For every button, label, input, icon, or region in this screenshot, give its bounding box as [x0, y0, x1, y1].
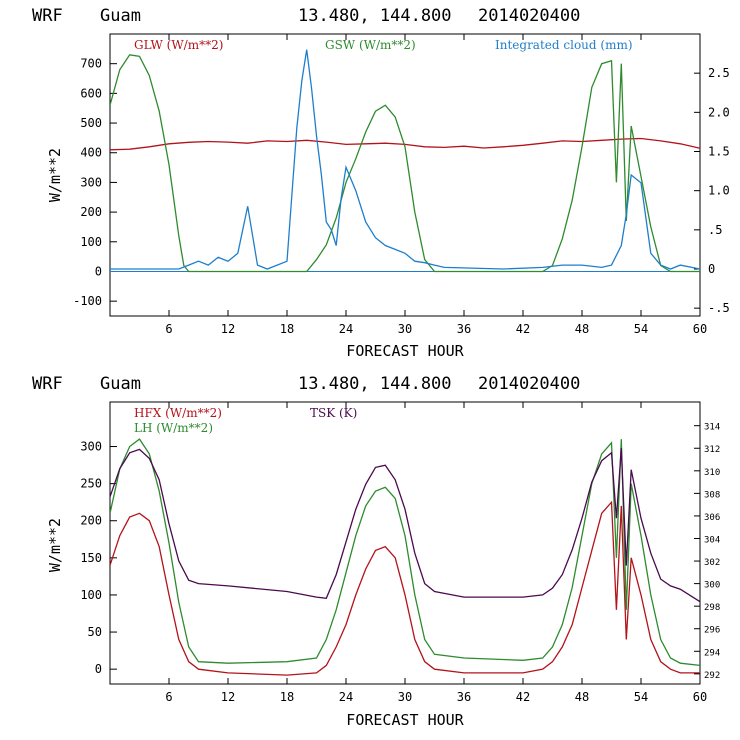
panel2-chart: 6 12 18 24 30 36 42 48 54 60 0 50 100 150 200 250 300 292… — [46, 401, 720, 729]
panel2-x-tick-label: 24 — [339, 690, 353, 704]
panel1-header: WRF Guam 13.480, 144.800 2014020400 — [32, 6, 580, 26]
panel2-legend-entry-1: LH (W/m**2) — [134, 421, 213, 435]
panel2-series-line-1 — [110, 438, 700, 667]
panel2-legend-entry-0: HFX (W/m**2) — [134, 406, 222, 420]
panel1-y-tick-label: 700 — [80, 57, 102, 71]
panel2-x-tick-label: 36 — [457, 690, 471, 704]
panel2-x-tick-label: 48 — [575, 690, 589, 704]
panel2-init: 2014020400 — [478, 374, 580, 394]
panel1-x-tick-label: 6 — [165, 322, 172, 336]
panel2-series-line-0 — [110, 500, 700, 676]
panel1-x-tick-label: 30 — [398, 322, 412, 336]
panel1-y-tick-label: 300 — [80, 175, 102, 189]
panel1-init: 2014020400 — [478, 6, 580, 26]
panel1-y-axis-label: W/m**2 — [46, 148, 64, 202]
panel2-y2-tick-label: 292 — [704, 671, 720, 681]
panel1-y-tick-label: 600 — [80, 86, 102, 100]
panel1-x-tick-label: 18 — [280, 322, 294, 336]
panel1-model: WRF — [32, 6, 63, 26]
panel1-y2-tick-label: -.5 — [708, 301, 730, 315]
panel1-x-tick-label: 42 — [516, 322, 530, 336]
panel2-coords: 13.480, 144.800 — [298, 374, 452, 394]
panel2-y-axis-label: W/m**2 — [46, 518, 64, 572]
panel2-y-tick-label: 300 — [80, 440, 102, 454]
panel2-y-tick-label: 0 — [95, 662, 102, 676]
panel1-legend-entry-0: GLW (W/m**2) — [134, 38, 223, 52]
panel2-y2-tick-label: 296 — [704, 626, 720, 636]
panel2-model: WRF — [32, 374, 63, 394]
panel2-y-tick-label: 250 — [80, 477, 102, 491]
panel2-x-tick-label: 18 — [280, 690, 294, 704]
panel2-header: WRF Guam 13.480, 144.800 2014020400 — [32, 374, 580, 394]
panel2-y-tick-label: 100 — [80, 588, 102, 602]
panel1-y2-tick-label: 0 — [708, 262, 715, 276]
panel1-series-line-2 — [110, 49, 700, 270]
panel1-site: Guam — [100, 6, 141, 26]
panel2-y2-tick-label: 314 — [704, 423, 720, 433]
panel1-y-tick-label: 200 — [80, 205, 102, 219]
panel1-series-line-1 — [110, 54, 700, 273]
panel2-y2-tick-label: 298 — [704, 603, 720, 613]
panel2-x-axis-label: FORECAST HOUR — [346, 711, 464, 729]
panel1-x-tick-label: 48 — [575, 322, 589, 336]
panel1-series-line-0 — [110, 137, 700, 151]
panel1-coords: 13.480, 144.800 — [298, 6, 452, 26]
panel2-site: Guam — [100, 374, 141, 394]
panel1-y2-tick-label: 1.0 — [708, 184, 730, 198]
panel2-x-tick-label: 30 — [398, 690, 412, 704]
panel2-x-tick-label: 60 — [693, 690, 707, 704]
panel2-x-tick-label: 6 — [165, 690, 172, 704]
panel2-y-tick-label: 150 — [80, 551, 102, 565]
panel1-x-tick-label: 60 — [693, 322, 707, 336]
panel1-y2-tick-label: 1.5 — [708, 145, 730, 159]
panel2-x-tick-label: 12 — [221, 690, 235, 704]
panel2-y2-tick-label: 310 — [704, 468, 720, 478]
panel1-x-tick-label: 54 — [634, 322, 648, 336]
panel2-legend-entry-2: TSK (K) — [310, 406, 357, 420]
panel2-x-tick-label: 42 — [516, 690, 530, 704]
panel1-legend-entry-2: Integrated cloud (mm) — [495, 38, 633, 52]
panel2-series-line-2 — [110, 448, 700, 603]
panel2-y2-tick-label: 294 — [704, 648, 720, 658]
panel1-y2-tick-label: 2.5 — [708, 66, 730, 80]
panel1-y-tick-label: -100 — [73, 294, 102, 308]
panel2-y2-tick-label: 312 — [704, 445, 720, 455]
panel1-y-tick-label: 500 — [80, 116, 102, 130]
panel1-x-tick-label: 12 — [221, 322, 235, 336]
panel1-y-tick-label: 0 — [95, 264, 102, 278]
panel1-y-tick-label: 400 — [80, 146, 102, 160]
panel2-y2-tick-label: 308 — [704, 490, 720, 500]
panel2-y2-tick-label: 302 — [704, 558, 720, 568]
panel2-y2-tick-label: 306 — [704, 513, 720, 523]
panel1-x-tick-label: 36 — [457, 322, 471, 336]
panel2-y-tick-label: 200 — [80, 514, 102, 528]
panel2-y-tick-label: 50 — [88, 625, 102, 639]
panel1-y-tick-label: 100 — [80, 235, 102, 249]
panel1-chart: 6 12 18 24 30 36 42 48 54 60 -100 0 100 200 300 400 500 6… — [46, 33, 730, 360]
panel1-y2-tick-label: 2.0 — [708, 105, 730, 119]
panel1-legend-entry-1: GSW (W/m**2) — [325, 38, 416, 52]
panel1-y2-tick-label: .5 — [708, 223, 722, 237]
panel2-x-tick-label: 54 — [634, 690, 648, 704]
panel2-y2-tick-label: 304 — [704, 535, 720, 545]
panel1-x-tick-label: 24 — [339, 322, 353, 336]
panel2-y2-tick-label: 300 — [704, 581, 720, 591]
panel1-x-axis-label: FORECAST HOUR — [346, 342, 464, 360]
